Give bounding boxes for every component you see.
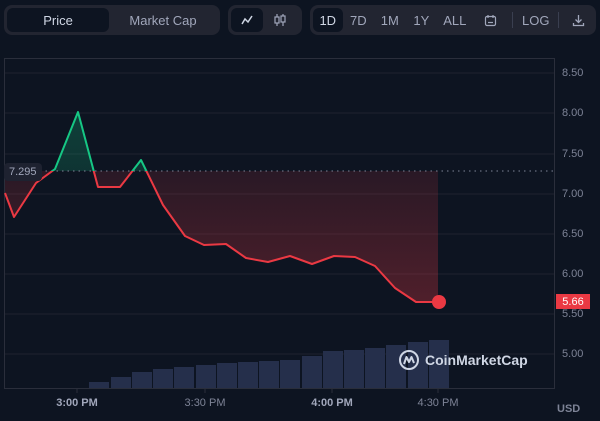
x-tick-4-00pm: 4:00 PM (311, 397, 353, 409)
range-all[interactable]: ALL (443, 12, 467, 28)
metric-toggle: Price Market Cap (4, 5, 220, 35)
line-chart-icon (241, 15, 253, 25)
download-icon (572, 14, 584, 26)
watermark-text: CoinMarketCap (425, 352, 528, 368)
plot-frame (4, 58, 555, 389)
y-tick-7.50: 7.50 (562, 148, 584, 160)
range-1y[interactable]: 1Y (413, 12, 430, 28)
line-chart-button[interactable] (231, 8, 263, 32)
chart-type-toggle (228, 5, 302, 35)
current-price-marker[interactable] (432, 295, 446, 309)
download-button[interactable] (563, 8, 593, 32)
y-tick-5.50: 5.50 (562, 308, 584, 320)
calendar-button[interactable] (473, 8, 508, 32)
range-1d[interactable]: 1D (313, 8, 343, 32)
price-line (4, 111, 438, 303)
reference-price-label: 7.295 (4, 163, 42, 181)
y-tick-6.00: 6.00 (562, 268, 584, 280)
candlestick-button[interactable] (263, 8, 297, 32)
y-tick-6.50: 6.50 (562, 228, 584, 240)
log-scale-button[interactable]: LOG (522, 12, 550, 28)
volume-bars (89, 340, 449, 388)
x-axis-ticks (76, 389, 439, 393)
current-price-label: 5.66 (556, 294, 590, 309)
currency-label: USD (557, 403, 581, 415)
tab-market-cap[interactable]: Market Cap (129, 12, 197, 28)
y-tick-8.50: 8.50 (562, 67, 584, 79)
x-tick-3-30pm: 3:30 PM (184, 397, 226, 409)
range-7d[interactable]: 7D (349, 12, 367, 28)
y-tick-8.00: 8.00 (562, 107, 584, 119)
x-tick-4-30pm: 4:30 PM (417, 397, 459, 409)
tab-price[interactable]: Price (7, 8, 109, 32)
calendar-icon (484, 14, 496, 26)
candlestick-icon (274, 14, 286, 26)
range-1m[interactable]: 1M (380, 12, 399, 28)
time-range-toolbar: 1D 7D 1M 1Y ALL LOG (310, 5, 596, 35)
toolbar-divider (512, 12, 514, 28)
coinmarketcap-logo-icon (399, 350, 419, 370)
y-tick-7.00: 7.00 (562, 188, 584, 200)
down-area (5, 171, 438, 302)
coinmarketcap-watermark: CoinMarketCap (398, 349, 528, 371)
x-tick-3-00pm: 3:00 PM (56, 397, 98, 409)
y-tick-5.00: 5.00 (562, 348, 584, 360)
toolbar-divider (558, 12, 560, 28)
